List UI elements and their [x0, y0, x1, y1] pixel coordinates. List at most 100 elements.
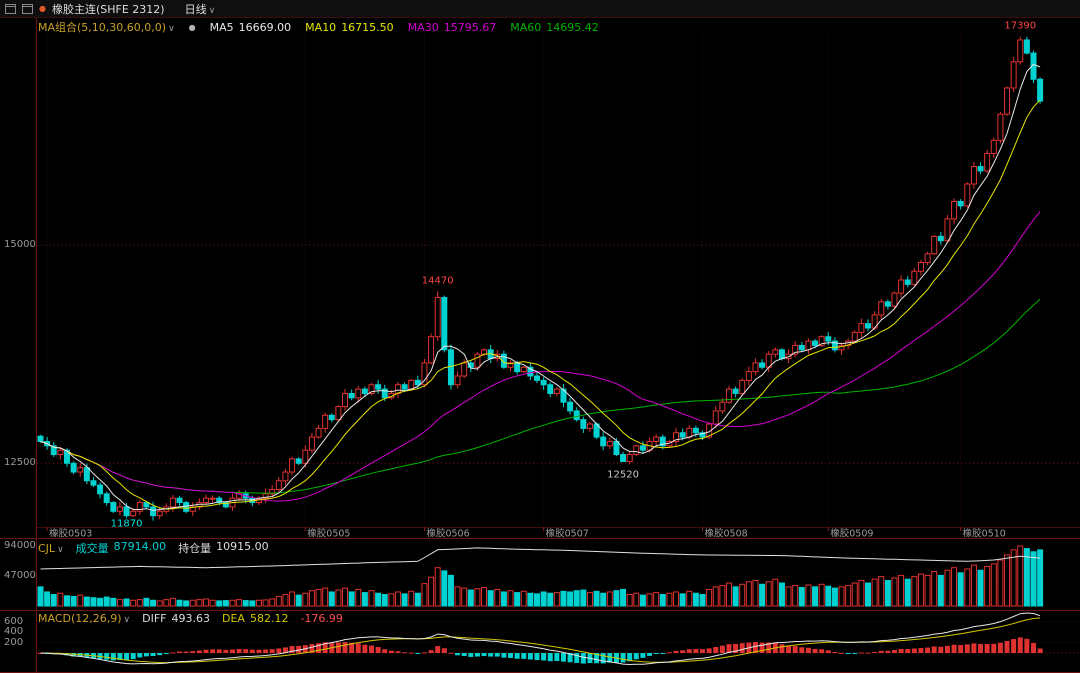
volume-bar	[222, 600, 229, 607]
ma60-readout: MA60 14695.42	[510, 21, 599, 34]
volume-bar	[229, 599, 236, 607]
macd-histogram-bar	[190, 651, 196, 653]
macd-histogram-bar	[243, 649, 249, 653]
volume-bar	[421, 583, 428, 607]
volume-bar	[467, 589, 474, 607]
volume-bar	[494, 588, 501, 607]
volume-bar	[242, 600, 249, 607]
candle-body	[50, 445, 57, 456]
macd-histogram-bar	[839, 652, 845, 654]
volume-bar	[970, 564, 977, 607]
ma5-name: MA5	[209, 20, 234, 34]
macd-histogram-bar	[521, 653, 527, 659]
instrument-title[interactable]: 橡胶主连(SHFE 2312)	[51, 2, 165, 16]
candle-body	[414, 379, 421, 386]
candle-body	[381, 388, 388, 399]
macd-histogram-bar	[117, 653, 123, 661]
macd-histogram-bar	[554, 653, 560, 662]
volume-bar	[884, 579, 891, 607]
macd-histogram-bar	[759, 642, 765, 653]
tile-window-icon[interactable]	[5, 3, 16, 14]
volume-indicator-dropdown[interactable]: CJL ∨	[38, 542, 64, 555]
candle-body	[1017, 39, 1024, 63]
volume-bar	[57, 592, 64, 607]
volume-bar	[951, 567, 958, 607]
macd-histogram-bar	[216, 649, 222, 653]
ma10-value: 16715.50	[341, 20, 394, 34]
volume-bar	[375, 592, 382, 607]
volume-bar	[123, 598, 130, 607]
candle-body	[1030, 52, 1037, 80]
macd-histogram-bar	[474, 653, 480, 657]
volume-bar	[534, 593, 540, 607]
volume-bar	[792, 585, 799, 607]
volume-bar	[732, 586, 739, 607]
ma30-value: 15795.67	[443, 20, 497, 34]
volume-bar	[388, 593, 395, 607]
period-selector[interactable]: 日线 ∨	[185, 1, 216, 17]
macd-histogram-bar	[997, 642, 1003, 653]
volume-bar	[613, 590, 620, 607]
candle-body	[1004, 87, 1011, 115]
candle-body	[838, 344, 845, 351]
macd-histogram-bar	[607, 653, 613, 663]
macd-histogram-bar	[951, 644, 957, 653]
volume-bar	[924, 574, 931, 607]
open-interest-line	[40, 547, 1041, 570]
dea-readout: DEA 582.12	[222, 612, 288, 625]
volume-bar	[752, 579, 759, 607]
y-axis-label-15000: 15000	[4, 239, 36, 251]
candle-body	[481, 349, 488, 355]
candle-body	[931, 235, 938, 255]
macd-indicator-dropdown[interactable]: MACD(12,26,9) ∨	[38, 612, 130, 625]
volume-bar	[381, 594, 388, 607]
volume-bar	[679, 593, 686, 607]
ma5-value: 16669.00	[238, 20, 292, 34]
volume-bar	[725, 582, 732, 607]
macd-histogram-bar	[733, 643, 739, 653]
volume-bar	[348, 591, 355, 607]
candle-body	[772, 349, 779, 355]
volume-bar	[355, 588, 362, 607]
volume-bar	[620, 588, 627, 607]
volume-bar	[196, 599, 203, 607]
macd-histogram-bar	[296, 645, 302, 653]
macd-histogram-bar	[858, 652, 864, 654]
macd-histogram-bar	[163, 653, 169, 654]
macd-histogram-bar	[309, 644, 315, 653]
volume-bar	[778, 582, 785, 607]
volume-bar	[699, 594, 706, 607]
macd-histogram-bar	[739, 643, 745, 653]
candle-body	[732, 388, 739, 394]
candle-body	[586, 423, 593, 429]
candle-body	[315, 427, 322, 438]
candle-body	[216, 497, 223, 504]
macd-histogram-bar	[620, 653, 626, 663]
volume-bar	[302, 592, 309, 607]
volume-bar	[103, 596, 110, 607]
macd-histogram-bar	[865, 652, 871, 654]
volume-bar	[772, 578, 779, 607]
candle-body	[474, 353, 481, 368]
candle-body	[706, 423, 713, 438]
volume-bar	[653, 592, 660, 607]
volume-bar	[712, 586, 719, 607]
candle-body	[209, 497, 216, 500]
volume-bar	[209, 599, 216, 607]
candle-body	[514, 362, 521, 373]
volume-bar	[898, 574, 905, 607]
ma-settings-dropdown[interactable]: MA组合(5,10,30,60,0,0) ∨	[38, 19, 175, 35]
period-label: 日线	[184, 2, 207, 16]
candle-body	[606, 440, 613, 447]
instrument-bullet-icon: ●	[39, 4, 46, 13]
price-annotation-12520: 12520	[607, 470, 639, 481]
volume-bar	[626, 594, 633, 607]
volume-bar	[507, 590, 514, 607]
macd-histogram-bar	[812, 648, 818, 653]
candle-body	[759, 362, 766, 368]
candle-body	[937, 235, 944, 242]
cascade-window-icon[interactable]	[22, 3, 33, 14]
macd-histogram-bar	[236, 649, 242, 653]
candle-body	[441, 296, 448, 351]
